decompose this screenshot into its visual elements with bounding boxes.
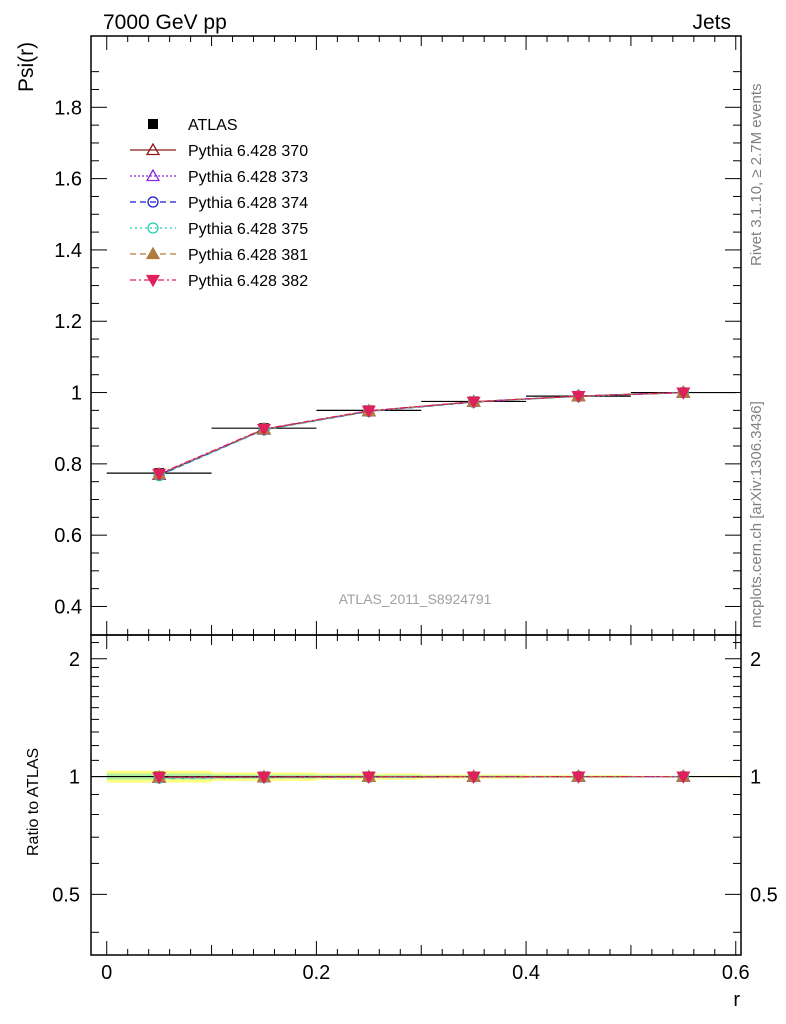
ratio-series-point [361,771,376,784]
series-line [158,391,684,475]
y-tick-label: 0.6 [54,525,82,547]
y-tick-label: 1.8 [54,97,82,119]
ratio-frame [90,634,742,956]
ratio-panel: 0.5 0.5 1 1 2 2 [52,634,778,956]
ratio-tick-label-right: 0.5 [750,884,778,906]
ratio-tick-label-left: 2 [69,649,80,671]
x-tick-label: 0.2 [302,962,330,984]
series-point [466,396,481,410]
legend: ATLAS Pythia 6.428 370 Pythia 6.428 373 Pyt… [130,117,308,290]
x-tick-label: 0.4 [512,962,540,984]
series-point [571,391,586,404]
series-line [158,391,684,476]
main-ylabel: Psi(r) [15,42,38,92]
series-point [256,423,272,437]
legend-label: Pythia 6.428 375 [188,221,308,238]
legend-marker [145,246,161,260]
legend-marker [145,142,161,156]
series-line [158,391,684,477]
header-right: Jets [692,11,731,34]
x-tick-label: 0.6 [722,962,750,984]
y-tick-label: 0.8 [54,454,82,476]
legend-label: Pythia 6.428 381 [188,247,308,264]
legend-label: Pythia 6.428 374 [188,195,308,212]
x-tick-label: 0 [101,962,112,984]
ratio-tick-label-left: 1 [69,767,80,789]
y-tick-label: 1 [71,383,82,405]
x-axis-label: r [733,989,740,1011]
ratio-tick-label-right: 2 [750,649,761,671]
legend-label: ATLAS [188,117,238,134]
rivet-label: Rivet 3.1.10, ≥ 2.7M events [748,84,765,267]
ratio-series-point [676,771,691,784]
legend-label: Pythia 6.428 382 [188,273,308,290]
legend-label: Pythia 6.428 373 [188,169,308,186]
header-left: 7000 GeV pp [103,11,227,34]
legend-marker [147,222,159,234]
ratio-ylabel: Ratio to ATLAS [25,748,42,856]
analysis-watermark: ATLAS_2011_S8924791 [339,591,492,607]
y-tick-label: 1.4 [54,240,82,262]
series-point [152,468,167,482]
ratio-tick-label-right: 1 [750,767,761,789]
series-line [158,391,684,476]
x-axis: 0 0.2 0.4 0.6 [101,36,750,984]
series-point [361,405,376,418]
legend-marker [148,119,158,129]
ratio-series-line [159,775,684,778]
ratio-series-point [466,771,481,784]
main-panel: 0.4 0.6 0.8 1 1.2 1.4 1.6 1.8 [54,35,742,636]
ratio-series-point [152,771,167,785]
legend-label: Pythia 6.428 370 [188,143,308,160]
series-line [158,391,684,476]
series-point [676,387,691,400]
y-tick-label: 1.2 [54,311,82,333]
ratio-series-point [571,771,586,784]
ratio-series-point [256,771,272,785]
y-tick-label: 0.4 [54,596,82,618]
legend-marker [147,196,159,208]
mcplots-label: mcplots.cern.ch [arXiv:1306.3436] [748,401,765,628]
legend-marker [145,168,161,182]
ratio-tick-label-left: 0.5 [52,884,80,906]
legend-marker [145,274,161,288]
y-tick-label: 1.6 [54,169,82,191]
series-line [158,391,684,475]
